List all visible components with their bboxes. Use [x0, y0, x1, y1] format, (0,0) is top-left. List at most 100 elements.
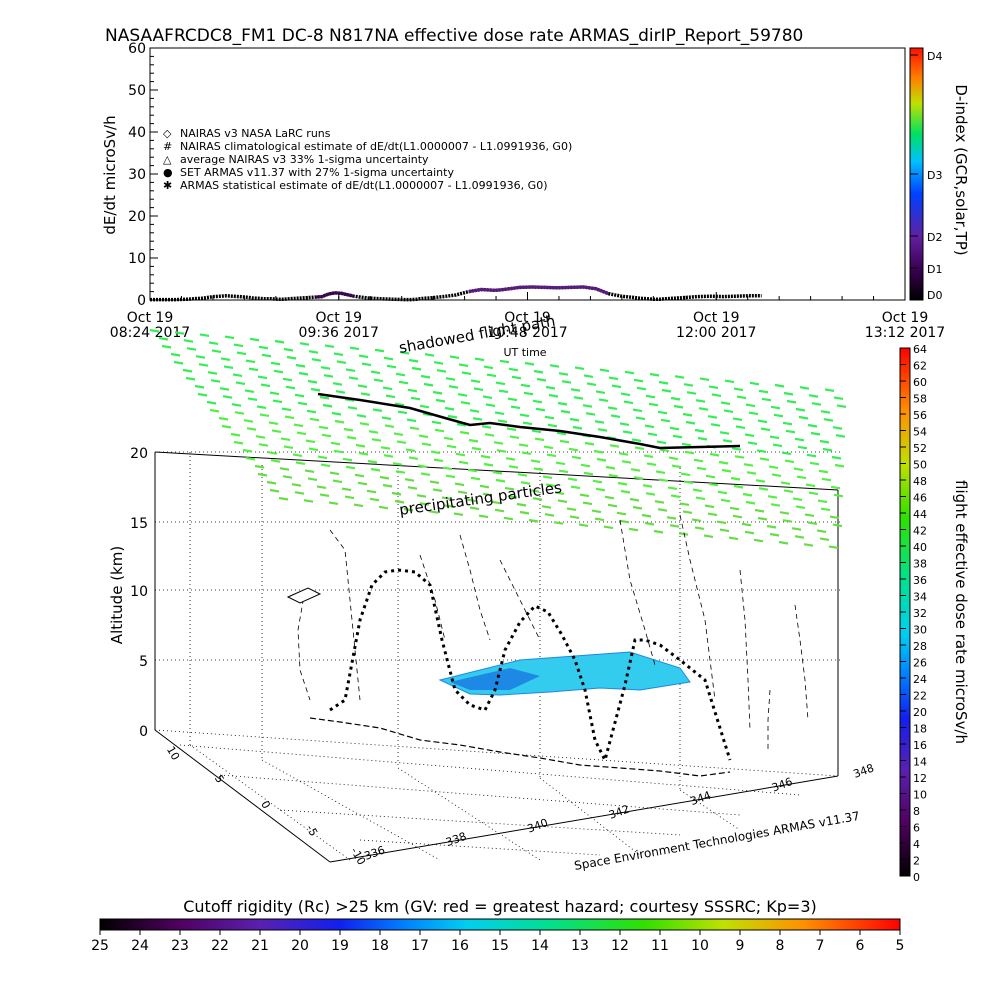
precip-particle	[758, 487, 769, 491]
altitude-tick-label: 20	[130, 446, 148, 462]
precip-particle	[279, 467, 290, 471]
precip-particle	[485, 403, 496, 407]
precip-particle	[543, 445, 554, 450]
precip-particle	[282, 377, 293, 382]
precip-particle	[681, 442, 692, 447]
precip-particle	[622, 430, 633, 434]
precip-particle	[346, 435, 357, 440]
precip-particle	[492, 470, 503, 475]
precip-particle	[293, 423, 304, 428]
precip-particle	[295, 363, 306, 368]
precip-particle	[680, 472, 691, 477]
precip-particle	[405, 448, 416, 452]
precip-particle	[683, 480, 694, 485]
longitude-tick-label: 346	[770, 775, 794, 794]
precip-particle	[634, 446, 645, 450]
cutoff-tick-label: 16	[451, 938, 469, 954]
precip-particle	[517, 473, 528, 477]
precip-particle	[257, 472, 268, 477]
precip-particle	[404, 478, 415, 482]
precip-particle	[472, 417, 483, 421]
precip-particle	[416, 494, 427, 498]
precip-particle	[599, 368, 610, 373]
precip-particle	[395, 470, 406, 474]
precip-particle	[182, 368, 193, 373]
precip-particle	[468, 438, 479, 443]
precip-particle	[491, 500, 502, 505]
precip-particle	[281, 407, 292, 412]
precip-particle	[355, 443, 366, 448]
precip-particle	[807, 423, 818, 428]
aircraft-marker	[286, 587, 322, 604]
legend-marker: #	[163, 140, 172, 153]
precip-particle	[657, 410, 668, 415]
precip-particle	[666, 516, 677, 520]
precip-particle	[419, 502, 430, 506]
precip-particle	[409, 426, 420, 431]
dose-rate-dindex-segment	[468, 285, 610, 296]
precip-particle	[561, 380, 572, 384]
precip-particle	[832, 523, 843, 528]
precip-particle	[343, 427, 354, 432]
precip-particle	[510, 405, 521, 410]
precip-particle	[483, 462, 494, 467]
precip-particle	[298, 371, 309, 376]
precip-particle	[598, 398, 609, 402]
x-tick-label-date: Oct 19	[693, 310, 739, 326]
cutoff-ticks: 25 24 23 22 21 20 19 18 17 16 15 14 13 12 11 10 9 8 7 6 5	[91, 930, 904, 954]
precip-particle	[408, 358, 419, 363]
y-tick-label: 60	[128, 41, 146, 57]
precip-particle	[283, 347, 294, 352]
legend-marker: ◇	[163, 127, 172, 140]
precip-particle	[611, 384, 622, 389]
precip-particle	[773, 413, 784, 418]
precip-particle	[708, 385, 719, 389]
precip-particle	[582, 501, 593, 506]
precip-particle	[592, 479, 603, 484]
precip-particle	[655, 470, 666, 474]
flight-dose-tick-label: 6	[913, 822, 920, 835]
precip-particle	[820, 410, 831, 414]
precip-particle	[585, 412, 596, 416]
precip-particle	[808, 491, 819, 496]
precip-particle	[691, 518, 702, 522]
precip-particle	[696, 466, 707, 471]
precip-particle	[628, 527, 639, 532]
precip-particle	[632, 408, 643, 413]
precip-particle	[610, 414, 621, 418]
precip-particle	[446, 444, 457, 449]
precip-particle	[629, 497, 640, 502]
precip-particle	[220, 357, 231, 361]
flight-dose-tick-label: 62	[913, 360, 927, 373]
cutoff-tick-label: 15	[491, 938, 509, 954]
precip-particle	[235, 381, 246, 385]
precip-particle	[811, 402, 822, 406]
flight-dose-tick-label: 54	[913, 426, 927, 439]
precip-particle	[544, 513, 555, 517]
flight-dose-tick-label: 58	[913, 393, 927, 406]
flight-dose-tick-label: 52	[913, 442, 927, 455]
precip-particle	[661, 388, 672, 393]
precip-particle	[644, 521, 655, 526]
precip-particle	[771, 473, 782, 477]
precip-particle	[334, 419, 345, 424]
precip-particle	[310, 387, 321, 392]
precip-particle	[743, 463, 754, 467]
precip-particle	[448, 385, 459, 389]
cutoff-tick-label: 9	[736, 938, 745, 954]
precip-particle	[308, 350, 319, 354]
precip-particle	[780, 481, 791, 485]
cutoff-tick-label: 12	[611, 938, 629, 954]
precip-particle	[333, 449, 344, 454]
precip-particle	[330, 441, 341, 446]
precip-particle	[479, 484, 490, 489]
precip-particle	[694, 526, 705, 530]
precip-particle	[520, 383, 531, 388]
wall-gridlines	[154, 451, 840, 861]
precip-particle	[256, 405, 267, 409]
flight-dose-label: flight effective dose rate microSv/h	[952, 480, 970, 744]
precip-particle	[583, 374, 594, 378]
precip-particle	[757, 419, 768, 424]
d-index-colorbar: D0 D1 D2 D3 D4 D-index (GCR,solar,TP)	[909, 47, 970, 302]
precip-particle	[796, 475, 807, 480]
